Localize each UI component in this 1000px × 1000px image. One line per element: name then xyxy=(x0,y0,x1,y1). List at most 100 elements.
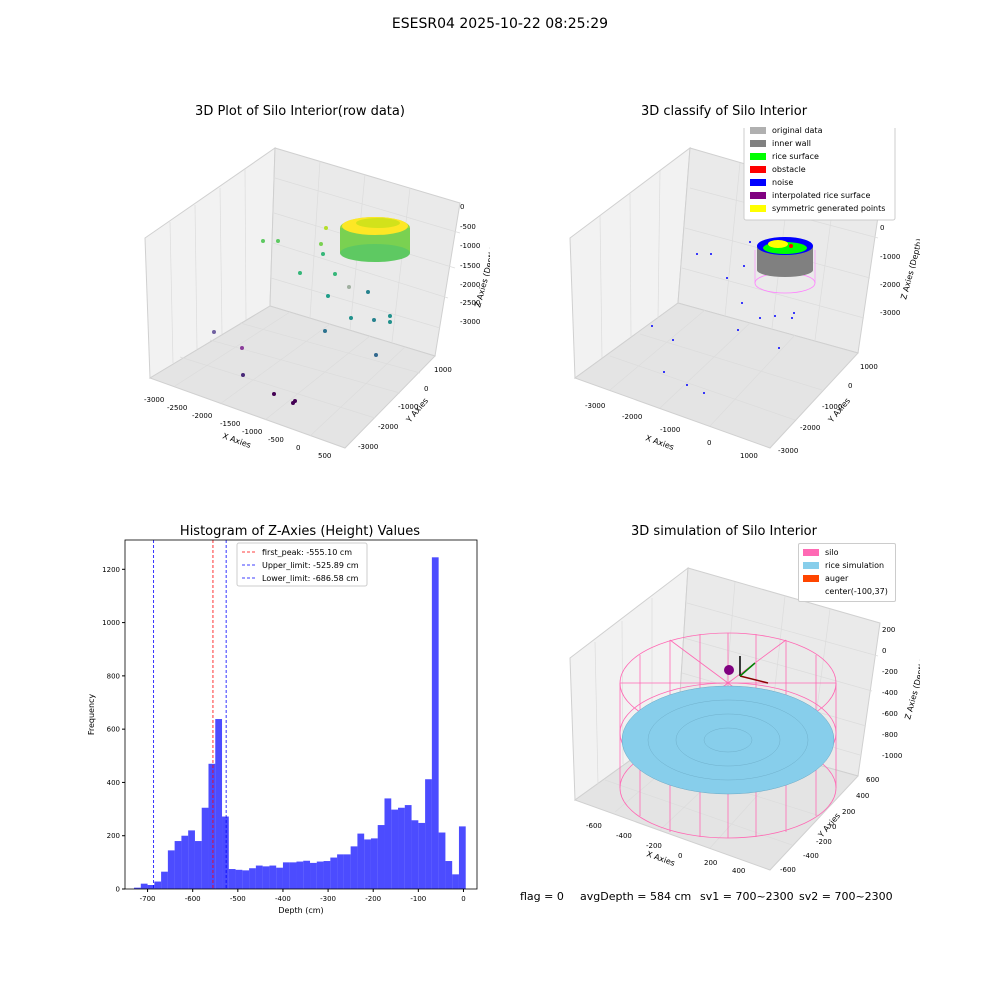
panel2-xlabel: X Axies xyxy=(644,433,675,452)
svg-text:600: 600 xyxy=(866,776,879,784)
svg-text:200: 200 xyxy=(842,808,855,816)
svg-text:-800: -800 xyxy=(882,731,898,739)
histogram-ytick-label: 600 xyxy=(107,726,120,734)
panel4-title: 3D simulation of Silo Interior xyxy=(631,524,817,539)
panel1-grid xyxy=(169,160,461,437)
histogram-bar xyxy=(235,869,243,889)
histogram-legend-label: Lower_limit: -686.58 cm xyxy=(262,574,359,583)
histogram-title: Histogram of Z-Axies (Height) Values xyxy=(179,524,421,539)
histogram-frame xyxy=(124,539,478,890)
histogram-ytick-label: 800 xyxy=(107,672,120,680)
histogram-bar xyxy=(377,825,385,889)
histogram-bar xyxy=(167,850,175,889)
histogram-bar xyxy=(330,857,338,889)
histogram-legend-label: first_peak: -555.10 cm xyxy=(262,548,352,557)
histogram-bar xyxy=(228,869,236,889)
svg-text:0: 0 xyxy=(678,852,682,860)
histogram-bar xyxy=(215,719,223,889)
histogram-bar xyxy=(154,881,162,889)
histogram-bar xyxy=(337,854,344,889)
histogram-bar xyxy=(357,833,365,889)
panel4-legend-label: auger xyxy=(825,574,849,583)
svg-text:-400: -400 xyxy=(803,852,819,860)
svg-text:-1000: -1000 xyxy=(822,403,842,411)
panel4-legend-swatch xyxy=(803,588,819,595)
histogram-bar xyxy=(438,832,446,889)
svg-text:-1000: -1000 xyxy=(880,253,900,261)
histogram-bar xyxy=(181,835,189,889)
panel2-legend-swatch xyxy=(750,179,766,186)
svg-text:-2500: -2500 xyxy=(167,404,187,412)
panel4-xticks: -600 -400 -200 0 200 400 xyxy=(586,822,745,875)
svg-text:-1000: -1000 xyxy=(460,242,480,250)
histogram-xtick-label: -200 xyxy=(365,895,381,903)
histogram-ytick-label: 0 xyxy=(116,886,120,894)
panel4-xlabel: X Axies xyxy=(645,849,676,868)
panel4-auger xyxy=(739,656,769,684)
histogram-bar xyxy=(303,860,311,889)
histogram-xtick-label: -500 xyxy=(230,895,246,903)
panel2-legend-entry: interpolated rice surface xyxy=(746,189,896,202)
histogram-bar xyxy=(161,871,168,889)
panel2-zticks: 0 -1000 -2000 -3000 xyxy=(880,224,900,317)
panel1-scatter-points xyxy=(212,226,392,405)
svg-text:-1000: -1000 xyxy=(242,428,262,436)
svg-text:0: 0 xyxy=(832,823,836,831)
histogram-bar xyxy=(343,854,351,889)
svg-text:400: 400 xyxy=(732,867,745,875)
panel4-legend: silo rice simulation auger center(-100,37) xyxy=(798,543,896,602)
panel2-legend-swatch xyxy=(750,153,766,160)
panel2-legend-entry: noise xyxy=(746,176,896,189)
panel2-legend-label: rice surface xyxy=(772,152,819,161)
histogram-bar xyxy=(242,870,250,889)
histogram-bar xyxy=(411,820,419,889)
svg-text:1000: 1000 xyxy=(740,452,758,460)
panel2-legend-entry: rice surface xyxy=(746,150,896,163)
histogram-bar xyxy=(350,846,358,889)
footer-avg-depth: avgDepth = 584 cm xyxy=(580,890,692,903)
svg-text:-1000: -1000 xyxy=(882,752,902,760)
svg-text:-2000: -2000 xyxy=(192,412,212,420)
histogram-bar xyxy=(425,779,432,889)
panel2-legend-entry: inner wall xyxy=(746,137,896,150)
histogram-bar xyxy=(255,865,263,889)
svg-text:-600: -600 xyxy=(882,710,898,718)
histogram-bar xyxy=(316,861,324,889)
panel4-center-marker xyxy=(724,665,734,675)
histogram-bar xyxy=(282,862,290,889)
histogram-bar xyxy=(140,883,148,889)
panel2-legend-swatch xyxy=(750,127,766,134)
panel4-legend-entry: auger xyxy=(799,572,895,585)
panel2-legend-swatch xyxy=(750,205,766,212)
panel2-floor-pane xyxy=(573,302,859,449)
panel1-3d-axes: 0-500 -1000-1500 -2000-2500 -3000 Z Axie… xyxy=(144,147,490,460)
panel2-legend-label: original data xyxy=(772,126,823,135)
panel2-yticks: 1000 0 -1000 -2000 -3000 xyxy=(778,363,878,455)
panel4-legend-swatch xyxy=(803,562,819,569)
svg-text:-2500: -2500 xyxy=(460,299,480,307)
svg-text:1000: 1000 xyxy=(860,363,878,371)
histogram-bar xyxy=(458,826,466,889)
panel2-legend-entry: obstacle xyxy=(746,163,896,176)
panel1-xticks: -3000-2500 -2000 -1500 -1000 -500 0 500 xyxy=(144,396,331,460)
footer-sv1: sv1 = 700~2300 xyxy=(700,890,794,903)
histogram-bar xyxy=(134,887,141,889)
svg-text:-2000: -2000 xyxy=(880,281,900,289)
svg-text:-2000: -2000 xyxy=(378,423,398,431)
panel2-legend-label: noise xyxy=(772,178,794,187)
svg-text:0: 0 xyxy=(880,224,884,232)
svg-text:-3000: -3000 xyxy=(585,402,605,410)
svg-text:200: 200 xyxy=(704,859,717,867)
panel4-legend-entry: center(-100,37) xyxy=(799,585,895,598)
panel4-legend-entry: rice simulation xyxy=(799,559,895,572)
panel4-legend-label: rice simulation xyxy=(825,561,885,570)
histogram-bar xyxy=(431,557,439,889)
panel1-title: 3D Plot of Silo Interior(row data) xyxy=(195,104,405,119)
panel2-legend-entry: original data xyxy=(746,124,896,137)
histogram-xtick-label: -300 xyxy=(320,895,336,903)
histogram-ytick-label: 1000 xyxy=(102,619,120,627)
panel1-zlabel: Z Axies (Depth) xyxy=(473,246,490,309)
panel2-legend-label: interpolated rice surface xyxy=(772,191,871,200)
svg-text:-400: -400 xyxy=(616,832,632,840)
svg-text:-500: -500 xyxy=(268,436,284,444)
